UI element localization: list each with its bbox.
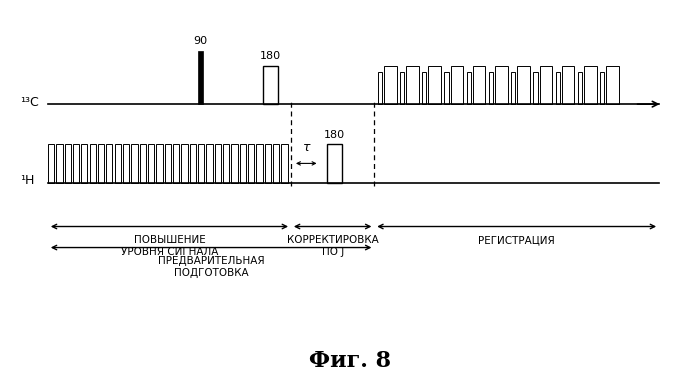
Bar: [384, 66, 396, 104]
Bar: [98, 144, 104, 182]
Bar: [239, 144, 246, 182]
Bar: [115, 144, 121, 182]
Bar: [48, 144, 54, 182]
Bar: [562, 66, 574, 104]
Bar: [451, 66, 463, 104]
Bar: [81, 144, 88, 182]
Bar: [198, 144, 204, 182]
Text: КОРРЕКТИРОВКА
ПО J: КОРРЕКТИРОВКА ПО J: [287, 235, 379, 256]
Bar: [600, 72, 604, 104]
Bar: [181, 144, 188, 182]
Bar: [265, 144, 271, 182]
Bar: [106, 144, 113, 182]
Bar: [56, 144, 62, 182]
Bar: [556, 72, 560, 104]
Bar: [206, 144, 213, 182]
Bar: [273, 144, 279, 182]
Bar: [132, 144, 137, 182]
Bar: [606, 66, 619, 104]
Bar: [248, 144, 254, 182]
Bar: [406, 66, 419, 104]
Bar: [489, 72, 493, 104]
Bar: [73, 144, 79, 182]
Bar: [64, 144, 71, 182]
Bar: [422, 72, 426, 104]
Bar: [148, 144, 154, 182]
Bar: [173, 144, 179, 182]
Bar: [584, 66, 596, 104]
Bar: [281, 144, 288, 182]
Bar: [256, 144, 262, 182]
Bar: [327, 144, 342, 182]
Bar: [495, 66, 508, 104]
Text: РЕГИСТРАЦИЯ: РЕГИСТРАЦИЯ: [478, 235, 555, 245]
Bar: [156, 144, 162, 182]
Text: 180: 180: [324, 130, 345, 140]
Bar: [223, 144, 229, 182]
Bar: [198, 50, 203, 104]
Bar: [511, 72, 515, 104]
Text: Фиг. 8: Фиг. 8: [309, 350, 391, 372]
Bar: [517, 66, 530, 104]
Text: 180: 180: [260, 51, 281, 61]
Text: ПРЕДВАРИТЕЛЬНАЯ
ПОДГОТОВКА: ПРЕДВАРИТЕЛЬНАЯ ПОДГОТОВКА: [158, 256, 265, 278]
Bar: [190, 144, 196, 182]
Bar: [578, 72, 582, 104]
Text: τ: τ: [302, 141, 310, 154]
Bar: [231, 144, 237, 182]
Bar: [400, 72, 404, 104]
Bar: [540, 66, 552, 104]
Text: ¹³C: ¹³C: [20, 96, 39, 109]
Bar: [164, 144, 171, 182]
Bar: [139, 144, 146, 182]
Bar: [467, 72, 471, 104]
Bar: [262, 66, 278, 104]
Text: ПОВЫШЕНИЕ
УРОВНЯ СИГНАЛА: ПОВЫШЕНИЕ УРОВНЯ СИГНАЛА: [121, 235, 218, 256]
Bar: [215, 144, 220, 182]
Bar: [90, 144, 96, 182]
Bar: [533, 72, 538, 104]
Text: 90: 90: [194, 36, 208, 46]
Bar: [123, 144, 130, 182]
Text: ¹H: ¹H: [20, 174, 34, 187]
Bar: [428, 66, 441, 104]
Bar: [473, 66, 485, 104]
Bar: [444, 72, 449, 104]
Bar: [378, 72, 382, 104]
